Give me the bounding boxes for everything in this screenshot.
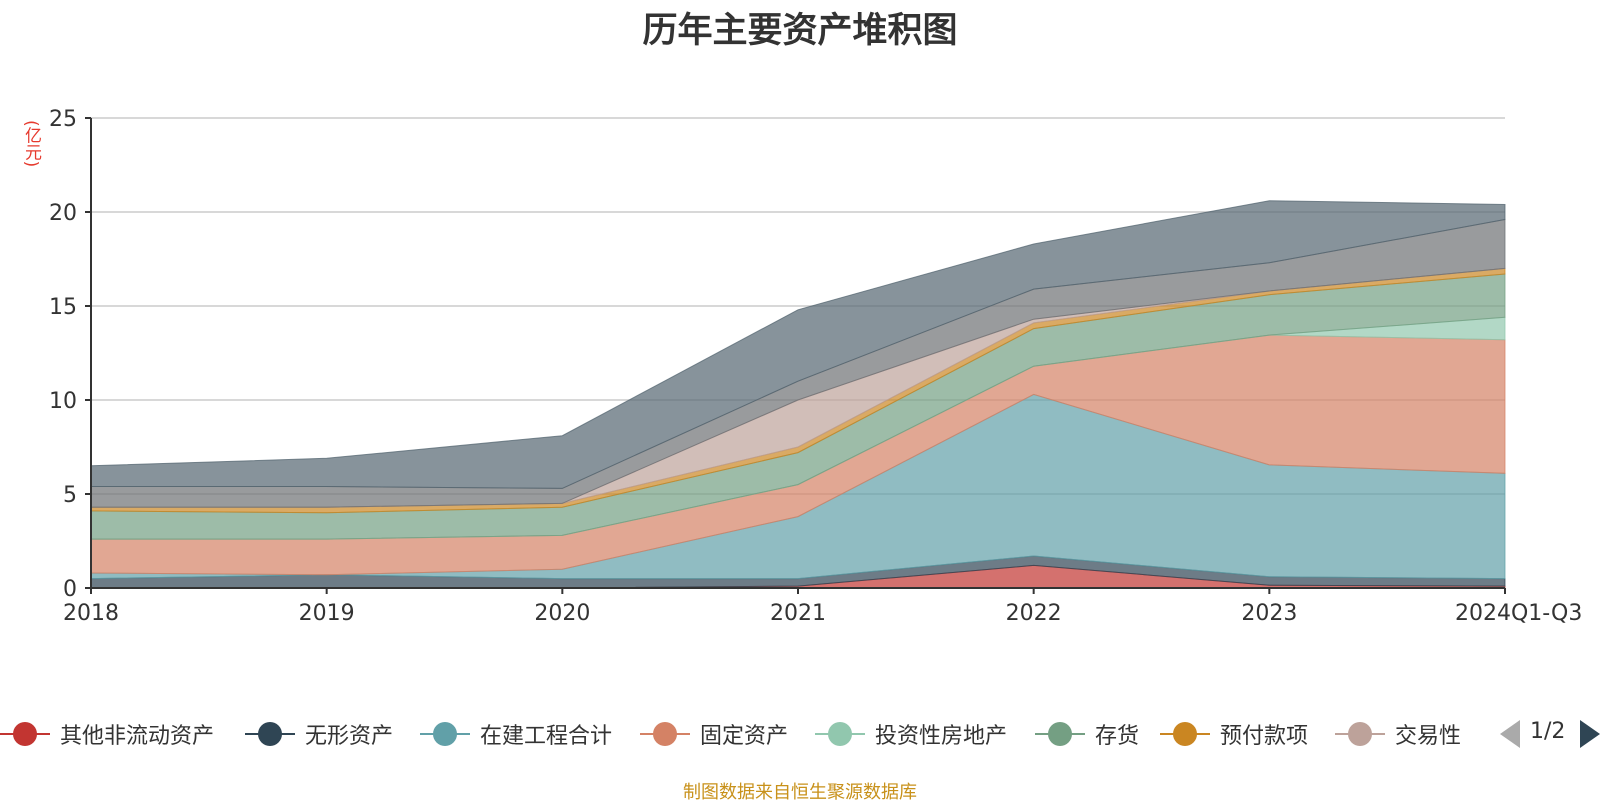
legend-item[interactable]: 投资性房地产 [815, 712, 1007, 756]
legend-item[interactable]: 存货 [1035, 712, 1139, 756]
chart-title: 历年主要资产堆积图 [642, 11, 958, 51]
y-tick-label: 10 [49, 389, 77, 414]
legend-item[interactable]: 在建工程合计 [420, 712, 612, 756]
x-tick-label: 2021 [770, 601, 826, 626]
legend-marker-icon [1035, 712, 1085, 756]
legend-item-label: 存货 [1095, 724, 1140, 749]
legend-item-label: 其他非流动资产 [60, 724, 215, 749]
y-tick-label: 0 [63, 577, 77, 602]
legend-item-label: 无形资产 [305, 724, 394, 749]
x-tick-label: 2023 [1241, 601, 1297, 626]
legend-item[interactable]: 固定资产 [640, 712, 788, 756]
legend-item-label: 固定资产 [700, 724, 789, 749]
legend-page-indicator: 1/2 [1530, 719, 1566, 744]
x-tick-label: 2020 [534, 601, 590, 626]
legend-marker-icon [420, 712, 470, 756]
legend-item-label: 投资性房地产 [875, 724, 1008, 749]
x-tick-label: 2019 [299, 601, 355, 626]
legend-marker-icon [245, 712, 295, 756]
legend-item-label: 交易性 [1395, 724, 1462, 749]
legend-items: 其他非流动资产 无形资产 在建工程合计 固定资产 投资性房地产 存货 预付款项 交易性 [0, 712, 1480, 756]
y-tick-label: 5 [63, 483, 77, 508]
y-tick-label: 20 [49, 201, 77, 226]
y-tick-label: 25 [49, 107, 77, 132]
x-tick-label: 2024Q1-Q3 [1455, 601, 1582, 626]
legend-next-page-icon[interactable] [1580, 720, 1600, 748]
y-tick-label: 15 [49, 295, 77, 320]
legend-marker-icon [0, 712, 50, 756]
area-series-9[interactable]: 货币资金 [90, 200, 1506, 489]
legend-item-label: 在建工程合计 [480, 724, 613, 749]
legend-item[interactable]: 交易性 [1335, 712, 1461, 756]
legend-marker-icon [640, 712, 690, 756]
axes [85, 117, 1506, 594]
stacked-area-chart: 其他非流动资产无形资产在建工程合计固定资产投资性房地产存货预付款项交易性金融资产… [49, 107, 1582, 626]
legend-marker-icon [1335, 712, 1385, 756]
legend-prev-page-icon[interactable] [1500, 720, 1520, 748]
y-axis-unit-label: (亿元) [21, 120, 41, 168]
legend-marker-icon [815, 712, 865, 756]
area-series-group: 其他非流动资产无形资产在建工程合计固定资产投资性房地产存货预付款项交易性金融资产… [90, 200, 1506, 589]
legend-item[interactable]: 无形资产 [245, 712, 393, 756]
legend-marker-icon [1160, 712, 1210, 756]
y-tick-labels: 0 5 10 15 20 25 [49, 107, 77, 602]
x-tick-label: 2022 [1006, 601, 1062, 626]
data-source-note: 制图数据来自恒生聚源数据库 [683, 782, 917, 803]
legend-item-label: 预付款项 [1220, 724, 1309, 749]
legend-item[interactable]: 预付款项 [1160, 712, 1308, 756]
legend-item[interactable]: 其他非流动资产 [0, 712, 214, 756]
legend: 其他非流动资产 无形资产 在建工程合计 固定资产 投资性房地产 存货 预付款项 交易性 1/2 [0, 712, 1600, 756]
x-tick-labels: 2018 2019 2020 2021 2022 2023 2024Q1-Q3 [63, 601, 1582, 626]
x-tick-label: 2018 [63, 601, 119, 626]
